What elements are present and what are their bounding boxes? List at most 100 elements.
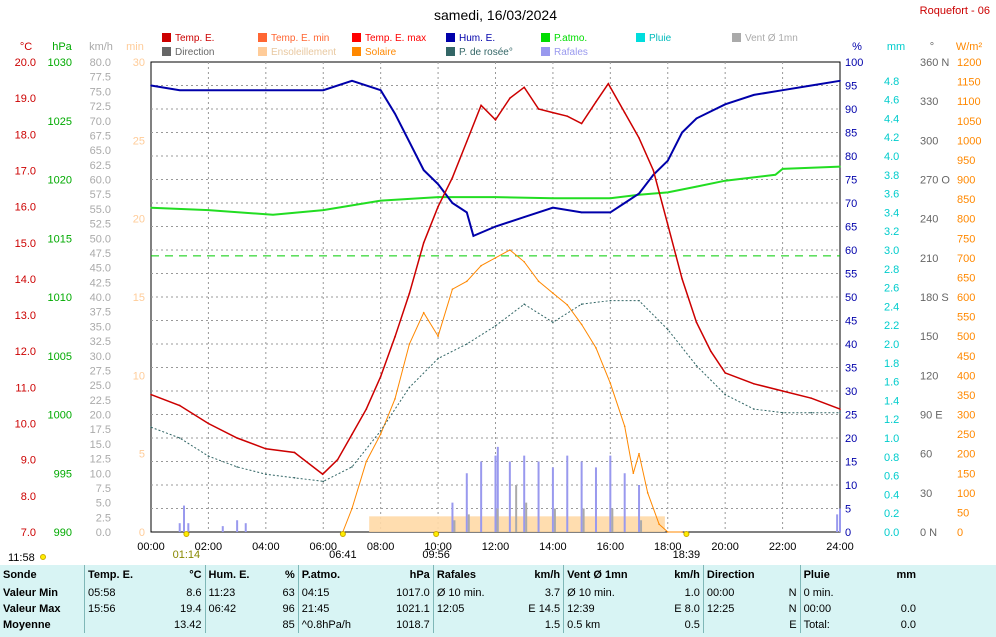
data-point [638,192,640,195]
data-point [609,382,612,384]
summary-row-max: Valeur Max 15:56 19.4 06:42 96 21:45 102… [0,601,996,617]
data-point [293,476,296,479]
legend-label: Solaire [365,47,397,58]
axis-tick-wind: 12.5 [90,454,111,466]
axis-tick-sun_min: 0 [139,527,145,539]
axis-tick-solar: 850 [957,194,975,206]
axis-tick-direction: 120 [920,370,938,382]
axis-tick-solar: 150 [957,468,975,480]
legend-swatch [446,47,455,56]
legend-label: Temp. E. min [271,33,329,44]
data-point [566,115,569,118]
data-point [379,429,382,432]
axis-tick-temp: 10.0 [15,419,36,431]
data-point [523,303,526,306]
data-point [207,209,210,211]
axis-tick-solar: 50 [957,507,969,519]
axis-tick-solar: 0 [957,527,963,539]
axis-tick-sun_min: 25 [133,135,145,147]
data-point [394,112,396,115]
axis-tick-humidity: 25 [845,410,857,422]
data-point [666,191,669,194]
data-point [321,473,324,475]
data-point [150,393,152,396]
cell: 1.5 [544,619,561,631]
axis-tick-solar: 1150 [957,77,981,89]
time-marker-icon [433,531,440,537]
axis-tick-temp: 20.0 [15,57,36,69]
chart-title: samedi, 16/03/2024 [434,7,557,23]
data-point [781,89,784,91]
axis-tick-wind: 25.0 [90,380,111,392]
x-tick-label: 18:00 [654,541,682,553]
axis-tick-wind: 22.5 [90,395,111,407]
axis-tick-wind: 37.5 [90,307,111,319]
cell: 00:00 [702,585,780,601]
data-point [150,84,152,87]
cell: ^0.8hPa/h [297,617,377,633]
axis-tick-direction: 330 [920,96,938,108]
axis-tick-wind: 80.0 [90,57,111,69]
axis-unit-direction: ° [930,41,934,53]
axis-tick-wind: 65.0 [90,145,111,157]
axis-tick-wind: 27.5 [90,365,111,377]
cell [851,585,996,601]
moonset-label: 01:14 [173,549,201,561]
data-point [494,196,497,198]
data-point [272,213,274,216]
axis-tick-wind: 35.0 [90,321,111,333]
cell: N [788,587,797,599]
time-marker-icon [683,531,690,537]
summary-header: Pluie [799,565,852,585]
cell: 15:56 [84,601,158,617]
x-tick-label: 24:00 [826,541,854,553]
cell: 06:42 [204,601,272,617]
axis-tick-temp: 11.0 [15,382,36,394]
data-point [781,411,784,414]
legend-label: Vent Ø 1mn [745,33,798,44]
data-point [695,185,698,188]
data-point [609,197,612,200]
data-point [666,328,669,331]
data-point [451,288,454,290]
axis-tick-rain: 2.0 [884,339,899,351]
data-point [236,466,238,468]
data-point [465,343,468,345]
axis-tick-sun_min: 5 [139,449,145,461]
axis-tick-solar: 300 [957,410,975,422]
axis-tick-solar: 550 [957,312,975,324]
data-point [207,455,210,457]
data-point [632,472,635,475]
solar-noon-icon [40,554,46,560]
axis-unit-sun_min: min [126,41,144,53]
data-point [265,473,267,475]
cell: E [789,619,797,631]
axis-tick-solar: 200 [957,449,975,461]
axis-tick-temp: 14.0 [15,274,36,286]
row-label: Moyenne [3,619,51,631]
axis-tick-rain: 1.2 [884,414,899,426]
summary-header: km/h [534,569,561,581]
axis-tick-temp: 13.0 [15,310,36,322]
data-point [695,321,698,324]
legend-swatch [352,47,361,56]
axis-tick-solar: 600 [957,292,975,304]
axis-tick-direction: 360 N [920,57,949,69]
legend-label: Temp. E. [175,33,214,44]
moonrise-label: 09:56 [422,549,450,561]
data-point [379,199,382,202]
data-point [695,364,698,367]
axis-tick-humidity: 65 [845,222,857,234]
axis-tick-temp: 16.0 [15,202,36,214]
data-point [523,86,526,89]
data-point [351,80,353,82]
axis-tick-rain: 1.8 [884,358,899,370]
data-point [437,205,439,208]
axis-tick-rain: 0.8 [884,452,899,464]
axis-tick-temp: 9.0 [21,455,36,467]
axis-tick-sun_min: 15 [133,292,145,304]
axis-tick-humidity: 15 [845,457,857,469]
axis-tick-humidity: 5 [845,504,851,516]
data-point [336,458,339,461]
axis-tick-wind: 32.5 [90,336,111,348]
